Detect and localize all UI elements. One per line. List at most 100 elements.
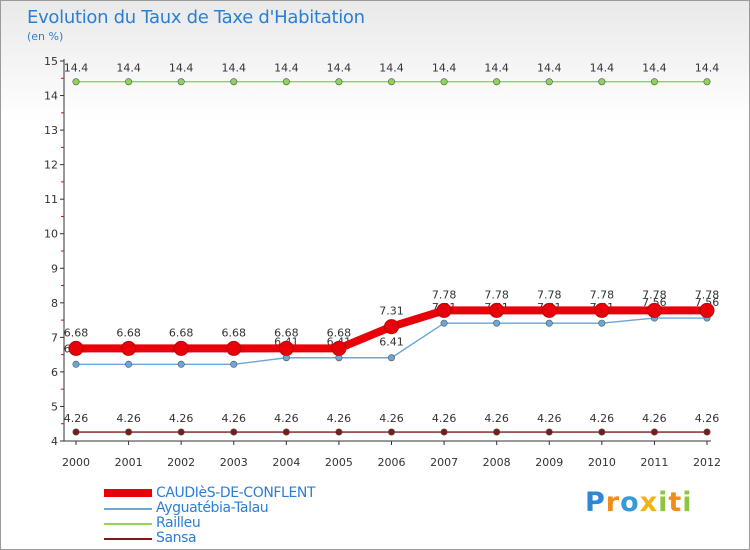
data-label-0: 7.78 <box>484 288 509 301</box>
data-label-3: 4.26 <box>432 412 457 425</box>
series-point-2 <box>545 78 553 86</box>
y-tick-label: 15 <box>44 55 58 68</box>
data-label-2: 14.4 <box>64 62 89 75</box>
series-point-1 <box>230 360 238 368</box>
series-point-0 <box>384 319 399 335</box>
legend-label: CAUDIèS-DE-CONFLENT <box>156 485 316 501</box>
data-label-0: 6.68 <box>64 326 89 339</box>
data-label-0: 7.31 <box>379 305 404 318</box>
x-tick-label: 2000 <box>62 456 90 469</box>
legend-label: Railleu <box>156 515 201 531</box>
series-point-1 <box>545 319 553 327</box>
series-point-1 <box>598 319 606 327</box>
y-tick-label: 10 <box>44 228 58 241</box>
series-point-2 <box>125 78 133 86</box>
x-tick-label: 2010 <box>588 456 616 469</box>
data-label-0: 7.78 <box>432 288 457 301</box>
legend-label: Sansa <box>156 530 197 546</box>
series-point-0 <box>226 340 242 356</box>
series-point-0 <box>699 302 715 318</box>
x-tick-label: 2009 <box>535 456 563 469</box>
series-point-2 <box>282 78 290 86</box>
legend-swatch-sansa <box>104 538 152 540</box>
data-label-0: 7.78 <box>590 288 615 301</box>
data-label-1: 6.41 <box>379 336 404 349</box>
series-point-3 <box>440 428 448 436</box>
series-point-0 <box>436 302 452 318</box>
data-label-3: 4.26 <box>169 412 194 425</box>
series-point-1 <box>387 354 395 362</box>
series-point-3 <box>703 428 711 436</box>
logo-letter: i <box>658 487 669 518</box>
data-label-3: 4.26 <box>695 412 720 425</box>
series-point-3 <box>545 428 553 436</box>
series-point-3 <box>282 428 290 436</box>
y-tick-label: 9 <box>51 262 58 275</box>
data-label-0: 6.68 <box>327 326 352 339</box>
x-tick-label: 2005 <box>325 456 353 469</box>
data-label-0: 7.78 <box>695 288 720 301</box>
x-tick-label: 2002 <box>167 456 195 469</box>
data-label-0: 7.78 <box>537 288 562 301</box>
series-point-3 <box>230 428 238 436</box>
series-point-0 <box>278 340 294 356</box>
x-tick-label: 2008 <box>483 456 511 469</box>
series-point-2 <box>703 78 711 86</box>
series-point-3 <box>125 428 133 436</box>
x-tick-label: 2007 <box>430 456 458 469</box>
data-label-0: 6.68 <box>169 326 194 339</box>
data-label-0: 6.68 <box>222 326 247 339</box>
data-label-2: 14.4 <box>537 62 562 75</box>
series-point-3 <box>177 428 185 436</box>
data-label-1: 7.56 <box>695 296 720 309</box>
x-tick-label: 2012 <box>693 456 721 469</box>
series-point-0 <box>646 302 662 318</box>
data-label-2: 14.4 <box>432 62 457 75</box>
data-label-3: 4.26 <box>116 412 141 425</box>
data-label-0: 7.78 <box>642 288 667 301</box>
series-point-2 <box>230 78 238 86</box>
data-label-2: 14.4 <box>116 62 141 75</box>
series-point-0 <box>594 302 610 318</box>
logo-letter: t <box>668 487 683 518</box>
data-label-3: 4.26 <box>484 412 509 425</box>
series-point-2 <box>650 78 658 86</box>
data-label-3: 4.26 <box>642 412 667 425</box>
series-point-0 <box>121 340 137 356</box>
y-tick-label: 6 <box>51 366 58 379</box>
data-label-2: 14.4 <box>169 62 194 75</box>
y-tick-label: 4 <box>51 435 58 448</box>
chart-title: Evolution du Taux de Taxe d'Habitation <box>27 7 365 28</box>
y-tick-label: 14 <box>44 90 58 103</box>
series-point-1 <box>493 319 501 327</box>
series-point-2 <box>598 78 606 86</box>
data-label-2: 14.4 <box>274 62 299 75</box>
logo-letter: o <box>620 487 640 518</box>
data-label-2: 14.4 <box>642 62 667 75</box>
series-point-2 <box>335 78 343 86</box>
y-tick-label: 13 <box>44 124 58 137</box>
data-label-3: 4.26 <box>327 412 352 425</box>
series-point-0 <box>68 340 84 356</box>
chart-subtitle: (en %) <box>27 30 64 43</box>
series-point-2 <box>72 78 80 86</box>
series-point-3 <box>387 428 395 436</box>
y-tick-label: 12 <box>44 159 58 172</box>
x-tick-label: 2001 <box>115 456 143 469</box>
legend-label: Ayguatébia-Talau <box>156 500 269 516</box>
data-label-3: 4.26 <box>274 412 299 425</box>
series-point-3 <box>650 428 658 436</box>
proxiti-logo: Proxiti <box>585 487 693 518</box>
logo-letter: P <box>585 487 606 518</box>
data-label-2: 14.4 <box>222 62 247 75</box>
series-point-1 <box>177 360 185 368</box>
legend-swatch-ayguatebia <box>104 508 152 510</box>
logo-letter: i <box>682 487 693 518</box>
data-label-3: 4.26 <box>222 412 247 425</box>
x-tick-label: 2004 <box>272 456 300 469</box>
legend-swatch-caudies <box>104 489 152 497</box>
series-point-3 <box>598 428 606 436</box>
data-label-3: 4.26 <box>537 412 562 425</box>
